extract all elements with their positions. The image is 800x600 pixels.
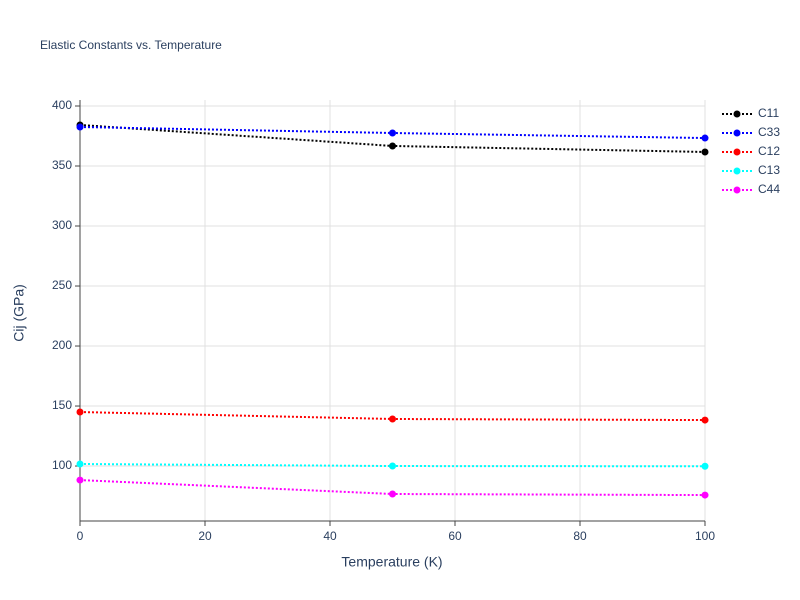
marker xyxy=(701,491,709,499)
marker xyxy=(389,462,396,470)
marker xyxy=(389,490,396,498)
marker xyxy=(76,123,84,131)
marker xyxy=(701,462,709,470)
y-tick-label: 100 xyxy=(52,458,72,472)
marker xyxy=(76,408,84,416)
legend-label: C11 xyxy=(758,106,779,120)
x-tick-label: 0 xyxy=(77,529,84,543)
y-axis-label: Cij (GPa) xyxy=(11,284,27,342)
legend-marker xyxy=(733,186,741,194)
y-tick-label: 200 xyxy=(52,338,72,352)
x-tick-label: 20 xyxy=(198,529,212,543)
legend-marker xyxy=(733,167,741,175)
marker xyxy=(701,416,709,424)
x-tick-label: 100 xyxy=(695,529,715,543)
marker xyxy=(76,476,84,484)
y-tick-label: 300 xyxy=(52,218,72,232)
legend-marker xyxy=(733,148,741,156)
legend-label: C13 xyxy=(758,163,780,177)
marker xyxy=(389,415,396,423)
x-tick-label: 80 xyxy=(573,529,587,543)
y-tick-label: 400 xyxy=(52,98,72,112)
marker xyxy=(701,148,709,156)
marker xyxy=(701,134,709,142)
marker xyxy=(389,142,396,150)
legend-label: C44 xyxy=(758,182,780,196)
y-tick-label: 350 xyxy=(52,158,72,172)
legend-label: C33 xyxy=(758,125,780,139)
y-tick-label: 150 xyxy=(52,398,72,412)
x-axis-label: Temperature (K) xyxy=(341,554,442,570)
marker xyxy=(389,129,396,137)
legend-marker xyxy=(733,129,741,137)
y-tick-label: 250 xyxy=(52,278,72,292)
chart-title: Elastic Constants vs. Temperature xyxy=(40,38,222,52)
x-tick-label: 40 xyxy=(323,529,337,543)
legend-label: C12 xyxy=(758,144,780,158)
legend-marker xyxy=(733,110,741,118)
x-tick-label: 60 xyxy=(448,529,462,543)
marker xyxy=(76,460,84,468)
